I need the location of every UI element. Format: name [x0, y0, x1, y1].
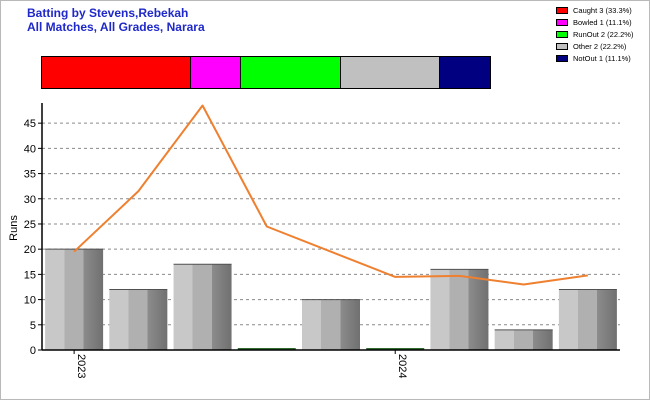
- stack-segment-notout: [440, 57, 490, 88]
- bar: [109, 289, 168, 350]
- x-tick-label: 2023: [75, 354, 87, 378]
- y-tick-label: 35: [24, 169, 36, 181]
- y-tick-label: 5: [30, 320, 36, 332]
- legend-swatch: [556, 43, 568, 50]
- legend-label: Other 2 (22.2%): [573, 42, 627, 51]
- stack-segment-caught: [42, 57, 192, 88]
- y-tick-label: 15: [24, 269, 36, 281]
- x-tick-label: 2024: [396, 354, 408, 378]
- y-tick-label: 0: [30, 345, 36, 357]
- y-tick-label: 45: [24, 118, 36, 130]
- legend-swatch: [556, 7, 568, 14]
- y-tick-label: 20: [24, 244, 36, 256]
- legend-label: RunOut 2 (22.2%): [573, 30, 634, 39]
- stack-segment-bowled: [191, 57, 242, 88]
- legend-swatch: [556, 31, 568, 38]
- bar: [430, 269, 489, 350]
- legend-swatch: [556, 55, 568, 62]
- bar: [558, 289, 617, 350]
- legend-label: Caught 3 (33.3%): [573, 6, 632, 15]
- chart-subtitle: All Matches, All Grades, Narara: [27, 20, 205, 34]
- bar: [237, 348, 296, 350]
- y-tick-label: 25: [24, 219, 36, 231]
- average-line: [73, 104, 589, 286]
- bar: [173, 264, 232, 350]
- bar: [366, 348, 425, 350]
- y-tick-label: 30: [24, 194, 36, 206]
- stack-segment-other: [340, 57, 441, 88]
- bar: [302, 299, 360, 350]
- y-tick-label: 10: [24, 295, 36, 307]
- legend-swatch: [556, 19, 568, 26]
- legend-label: NotOut 1 (11.1%): [573, 54, 631, 63]
- chart-title: Batting by Stevens,Rebekah: [27, 6, 189, 20]
- legend-label: Bowled 1 (11.1%): [573, 18, 632, 27]
- stack-segment-runout: [241, 57, 341, 88]
- bar: [45, 249, 104, 350]
- bar: [494, 329, 553, 350]
- dismissal-stacked-bar: [41, 56, 491, 89]
- y-axis-label: Runs: [8, 215, 20, 241]
- y-tick-label: 40: [24, 143, 36, 155]
